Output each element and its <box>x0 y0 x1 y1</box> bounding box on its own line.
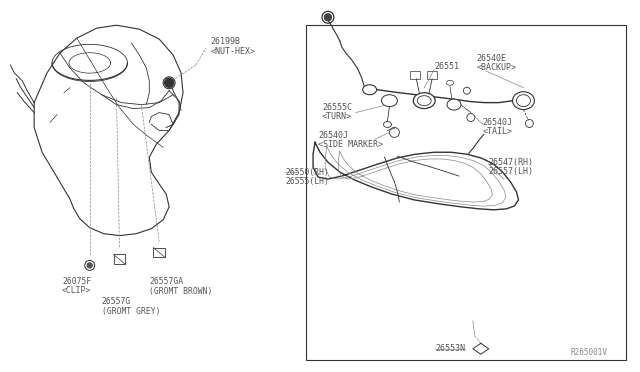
Text: <BACKUP>: <BACKUP> <box>477 63 517 73</box>
Circle shape <box>87 263 92 268</box>
Bar <box>306 25 626 360</box>
Text: 26540J: 26540J <box>483 118 513 127</box>
Text: 26555(LH): 26555(LH) <box>285 177 329 186</box>
Text: 26557GA: 26557GA <box>149 277 184 286</box>
Text: <CLIP>: <CLIP> <box>62 286 91 295</box>
Text: 26557(LH): 26557(LH) <box>489 167 534 176</box>
Ellipse shape <box>383 122 392 128</box>
Text: R265001V: R265001V <box>571 348 608 357</box>
Ellipse shape <box>381 95 397 107</box>
Text: <SIDE MARKER>: <SIDE MARKER> <box>318 140 383 149</box>
Text: (GROMT GREY): (GROMT GREY) <box>102 307 160 315</box>
Text: 26551: 26551 <box>434 62 459 71</box>
Text: 26540J: 26540J <box>318 131 348 140</box>
Text: 26540E: 26540E <box>477 54 507 64</box>
Text: 26199B: 26199B <box>211 36 241 46</box>
Text: 26550(RH): 26550(RH) <box>285 168 329 177</box>
Bar <box>410 71 420 79</box>
Circle shape <box>164 78 173 87</box>
Ellipse shape <box>413 93 435 109</box>
Bar <box>427 71 437 79</box>
Text: 26557G: 26557G <box>102 296 131 306</box>
Text: <TURN>: <TURN> <box>322 112 352 121</box>
Text: 26075F: 26075F <box>62 277 91 286</box>
Ellipse shape <box>363 85 376 95</box>
Bar <box>113 254 125 264</box>
Text: 26555C: 26555C <box>322 103 352 112</box>
Ellipse shape <box>447 99 461 110</box>
Text: <NUT-HEX>: <NUT-HEX> <box>211 46 256 55</box>
Text: 26547(RH): 26547(RH) <box>489 158 534 167</box>
Bar <box>153 247 165 257</box>
Circle shape <box>324 14 332 21</box>
Text: (GROMT BROWN): (GROMT BROWN) <box>149 287 212 296</box>
Ellipse shape <box>513 92 534 110</box>
Text: 26553N: 26553N <box>435 344 465 353</box>
Text: <TAIL>: <TAIL> <box>483 127 513 136</box>
